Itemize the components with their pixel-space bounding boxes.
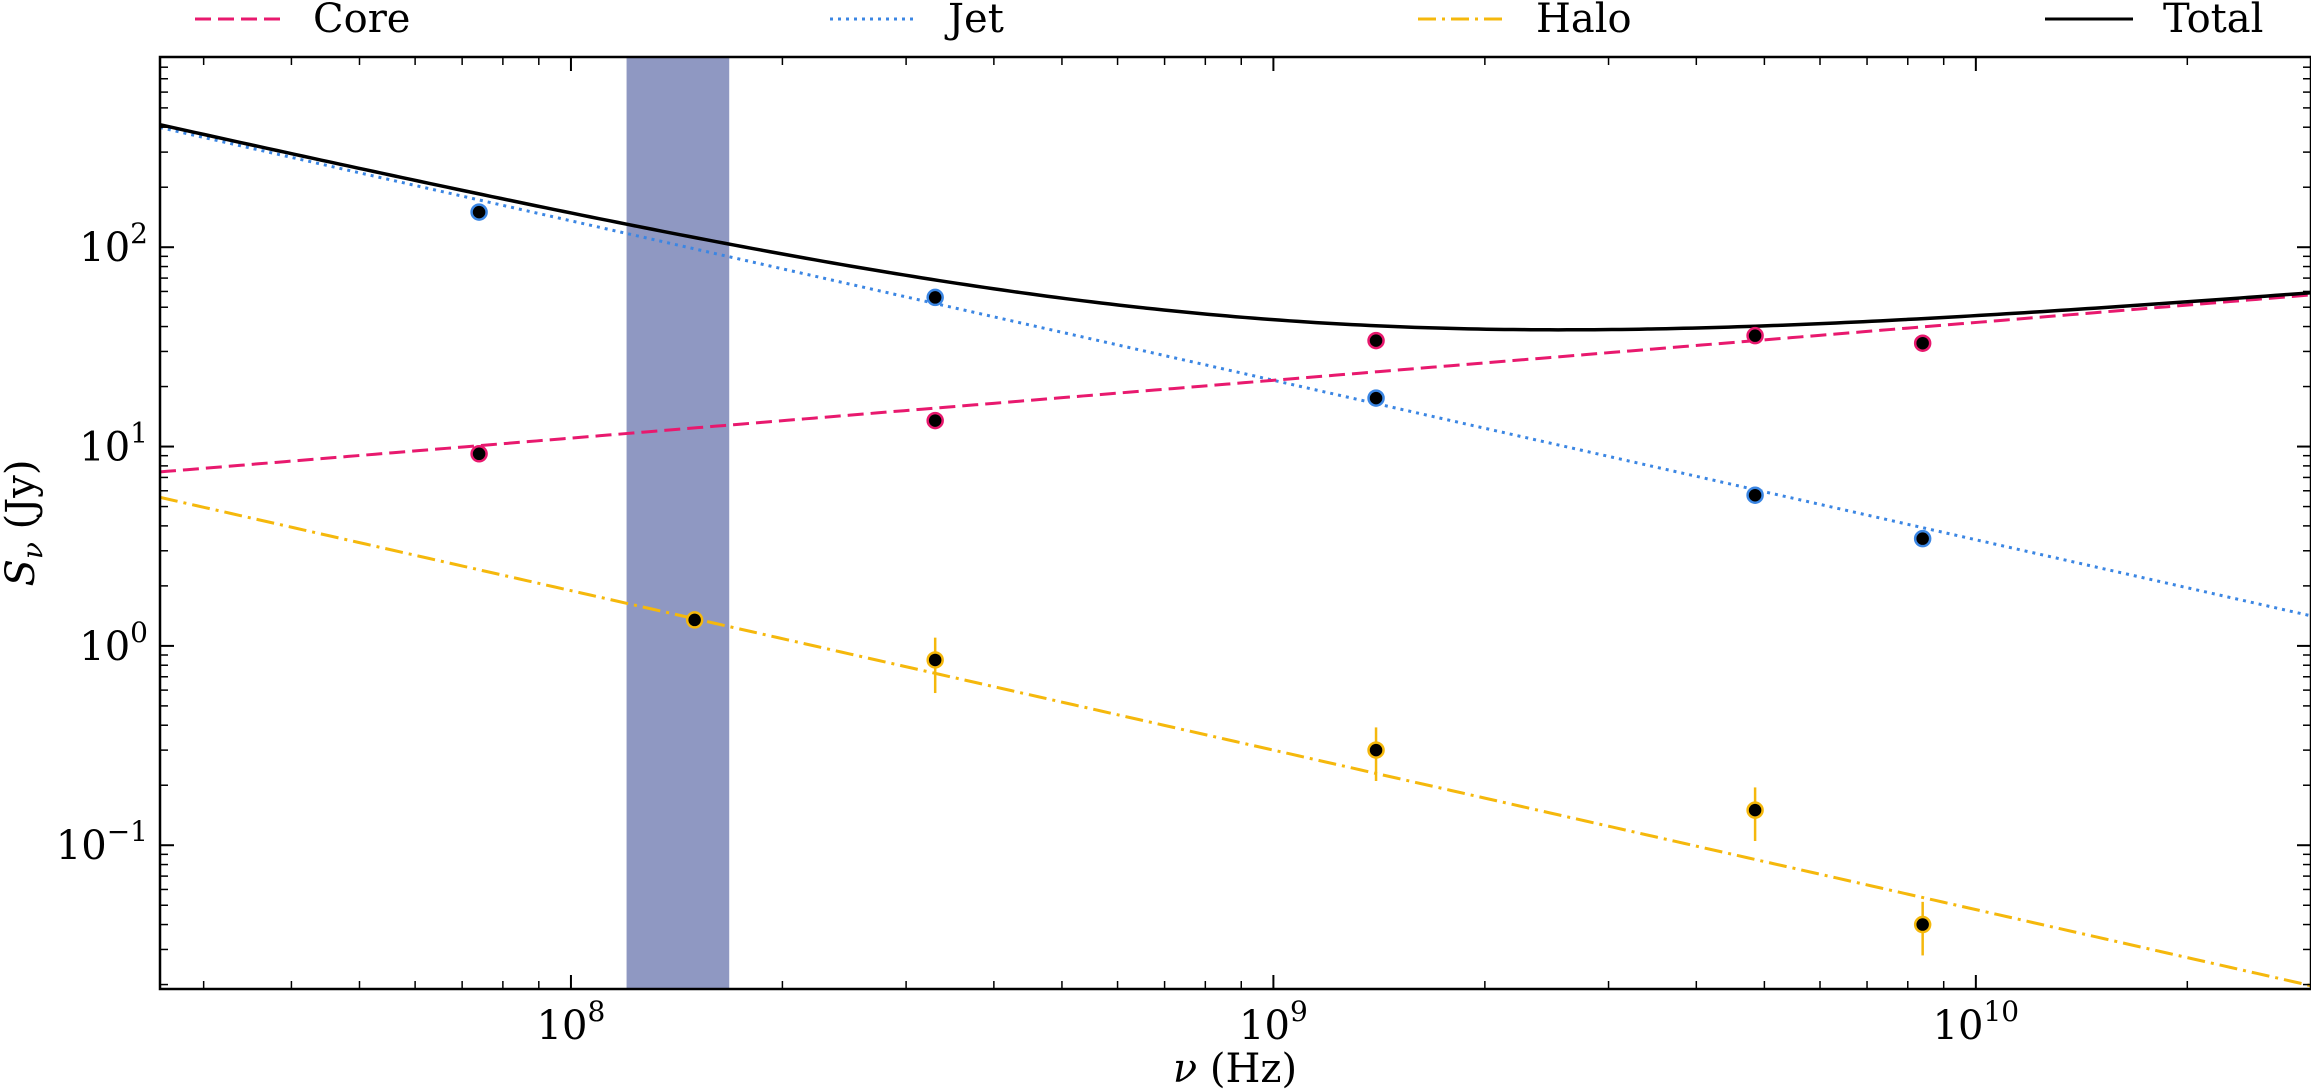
series-line-total [160,123,2311,332]
axis-ticks-layer: 108 109 1010 10−1 100 101 102 [56,56,2311,1049]
data-point-core-0 [470,445,488,463]
data-point-core-4 [1913,334,1932,352]
legend-label-jet: Jet [944,0,1004,42]
data-point-halo-3 [1746,801,1764,819]
data-point-core-2 [1367,331,1385,350]
x-tick-label: 1010 [1933,995,2020,1049]
data-point-jet-3 [1746,486,1764,504]
data-point-jet-4 [1913,529,1932,548]
legend-label-halo: Halo [1536,0,1632,42]
data-point-jet-0 [470,203,488,221]
y-tick-label: 102 [79,217,148,271]
data-point-jet-1 [926,288,944,307]
data-point-core-1 [926,411,944,430]
y-axis-label: Sν (Jy) [0,460,49,587]
data-point-halo-1 [926,651,944,669]
legend-label-core: Core [313,0,410,42]
series-line-core [160,293,2311,474]
data-point-halo-0 [685,611,704,629]
x-axis-label: ν (Hz) [1173,1046,1297,1092]
x-tick-label: 109 [1239,995,1308,1049]
data-point-core-3 [1746,326,1764,345]
data-point-jet-2 [1367,389,1385,407]
shaded-frequency-band [626,57,730,989]
shaded-band-layer [626,57,730,989]
data-point-halo-4 [1913,915,1932,934]
y-tick-label: 100 [79,616,148,670]
legend: Core Jet Halo Total [195,0,2263,42]
legend-label-total: Total [2163,0,2263,42]
series-line-halo [160,495,2311,988]
data-point-halo-2 [1367,741,1385,759]
series-line-jet [160,126,2311,618]
x-tick-label: 108 [537,995,606,1049]
data-points-layer [470,203,1932,956]
model-curves-layer [160,123,2311,988]
plot-frame [158,55,2311,991]
y-tick-label: 10−1 [56,815,148,869]
y-tick-label: 101 [79,417,148,471]
